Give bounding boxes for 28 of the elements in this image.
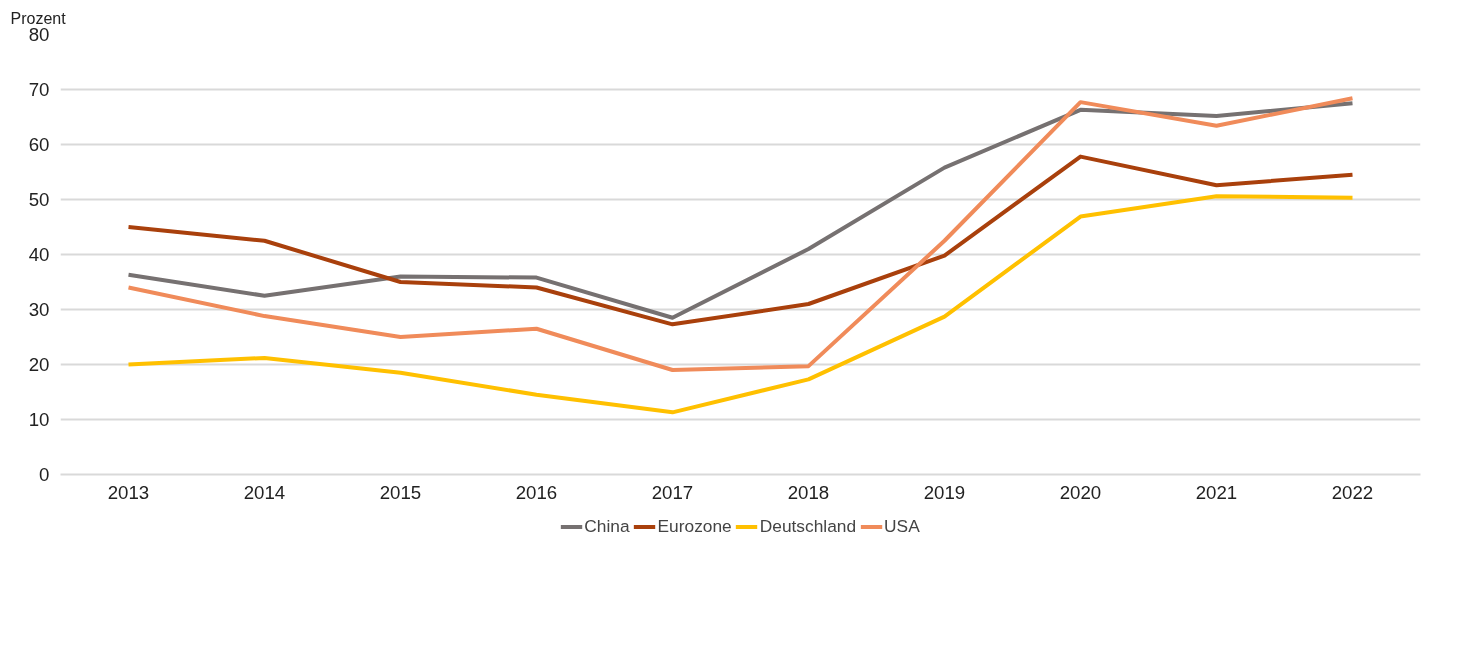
line-series: [126, 96, 1355, 372]
x-tick-label: 2022: [1331, 481, 1374, 503]
x-tick-label: 2015: [379, 481, 422, 503]
x-tick-label: 2016: [515, 481, 558, 503]
line-series: [126, 101, 1355, 320]
y-tick-label: 0: [39, 464, 50, 485]
y-tick-label: 80: [28, 24, 50, 45]
y-tick-label: 70: [28, 79, 50, 100]
x-tick-label: 2018: [787, 481, 830, 503]
x-tick-label: 2021: [1195, 481, 1238, 503]
x-tick-label: 2017: [651, 481, 694, 503]
legend-label: USA: [884, 515, 920, 537]
x-tick-label: 2020: [1059, 481, 1102, 503]
y-tick-label: 10: [28, 409, 50, 430]
legend-label: China: [584, 515, 630, 537]
y-axis-title: Prozent: [10, 10, 67, 27]
line-series: [126, 194, 1355, 415]
y-tick-label: 40: [28, 244, 50, 265]
y-tick-label: 50: [28, 189, 50, 210]
line-series: [126, 154, 1355, 327]
y-tick-label: 60: [28, 134, 50, 155]
y-tick-label: 20: [28, 354, 50, 375]
x-tick-label: 2019: [923, 481, 966, 503]
y-tick-label: 30: [28, 299, 50, 320]
legend-label: Eurozone: [657, 515, 732, 537]
x-tick-label: 2014: [243, 481, 286, 503]
x-tick-label: 2013: [107, 481, 150, 503]
legend-label: Deutschland: [759, 515, 857, 537]
